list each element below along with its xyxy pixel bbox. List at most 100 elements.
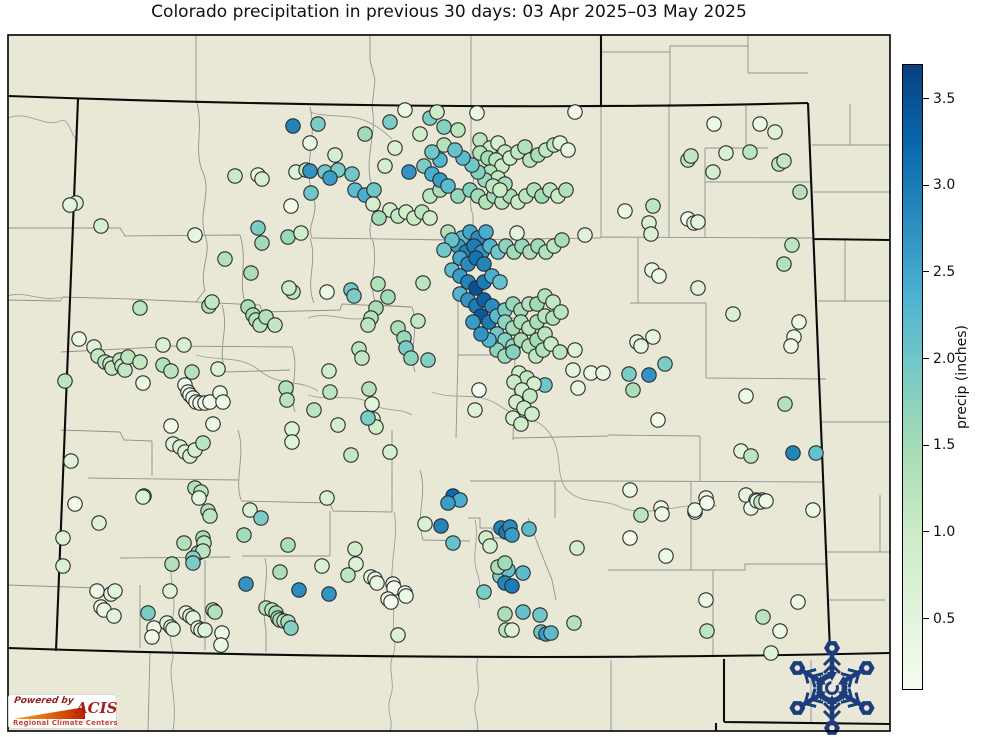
snowflake-part [840,698,853,704]
station-point [476,584,492,600]
station-point [302,135,318,151]
acis-powered-by-text: Powered by [13,696,75,706]
station-point [176,337,192,353]
snowflake-part [811,672,824,678]
station-point [517,139,533,155]
station-point [397,102,413,118]
station-point [319,490,335,506]
station-point [436,119,452,135]
station-point [513,416,529,432]
station-point [236,527,252,543]
station-point [641,367,657,383]
snowflake-part [830,663,842,675]
station-point [476,256,492,272]
station-point [447,142,463,158]
station-point [567,342,583,358]
station-point [543,625,559,641]
snowflake-part [840,672,853,678]
station-point [243,265,259,281]
station-point [280,229,296,245]
station-point [361,381,377,397]
colorbar-axis-label: precip (inches) [954,324,970,430]
station-point [360,410,376,426]
station-point [650,412,666,428]
station-point [210,361,226,377]
station-point [558,182,574,198]
station-point [365,196,381,212]
station-point [280,537,296,553]
colorbar-tick-label: 2.5 [933,264,956,281]
station-point [284,434,300,450]
station-point [195,435,211,451]
station-point [401,164,417,180]
station-point [776,256,792,272]
station-point [763,645,779,661]
station-point [330,417,346,433]
station-point [645,329,661,345]
station-point [752,116,768,132]
station-point [515,604,531,620]
station-point [699,495,715,511]
station-point [767,124,783,140]
snowflake-part [794,665,801,671]
station-point [306,402,322,418]
county-boundaries-plains [7,35,890,732]
station-point [284,421,300,437]
station-point [310,116,326,132]
station-point [197,622,213,638]
station-point [283,620,299,636]
station-point [293,225,309,241]
station-point [622,530,638,546]
station-point [706,116,722,132]
station-point [272,564,288,580]
station-point [553,304,569,320]
station-point [643,226,659,242]
station-point [617,203,633,219]
station-point [658,548,674,564]
acis-name-text: ACIS [76,699,118,717]
station-point [57,373,73,389]
station-point [213,637,229,653]
snowflake-part [789,661,826,688]
station-point [743,448,759,464]
station-point [776,153,792,169]
station-point [366,182,382,198]
station-point [63,453,79,469]
station-point [117,362,133,378]
station-point [67,496,83,512]
station-point [422,210,438,226]
station-point [215,394,231,410]
station-point [698,592,714,608]
station-point [424,144,440,160]
snowflake-part [804,702,817,708]
station-point [322,170,338,186]
station-point [410,313,426,329]
station-point [347,541,363,557]
station-point [191,490,207,506]
acis-logo: Powered by ACIS Regional Climate Centers [8,694,118,729]
station-point [699,623,715,639]
snowflake-part [829,725,835,731]
snowflake-part [794,705,801,711]
station-point [227,168,243,184]
station-point [382,114,398,130]
station-point [202,508,218,524]
station-point [450,122,466,138]
station-point [370,276,386,292]
station-point [348,556,364,572]
snowflake-part [810,676,817,688]
colorbar-tick-mark [923,358,929,360]
station-point [140,605,156,621]
station-point [250,220,266,236]
station-point [343,447,359,463]
station-point [705,164,721,180]
station-point [412,126,428,142]
colorbar-tick-mark [923,184,929,186]
station-point [622,482,638,498]
station-point [322,384,338,400]
station-point [162,583,178,599]
station-point [420,352,436,368]
station-point [144,629,160,645]
